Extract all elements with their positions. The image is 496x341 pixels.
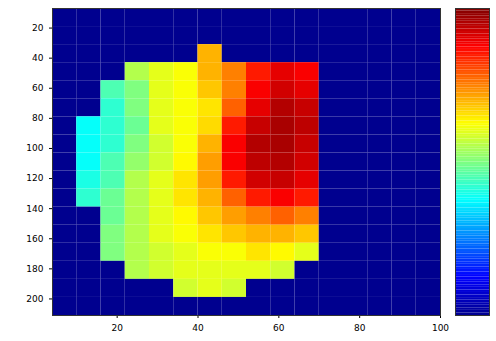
svg-text:60: 60 [32,83,44,93]
svg-text:20: 20 [111,323,123,333]
svg-text:80: 80 [32,113,44,123]
svg-text:40: 40 [32,53,44,63]
svg-text:180: 180 [26,264,43,274]
svg-text:60: 60 [273,323,285,333]
svg-text:80: 80 [354,323,366,333]
svg-text:100: 100 [432,323,449,333]
svg-text:200: 200 [26,294,43,304]
svg-text:140: 140 [26,204,43,214]
svg-text:160: 160 [26,234,43,244]
svg-text:120: 120 [26,173,43,183]
svg-text:40: 40 [192,323,204,333]
svg-text:100: 100 [26,143,43,153]
svg-text:20: 20 [32,23,44,33]
